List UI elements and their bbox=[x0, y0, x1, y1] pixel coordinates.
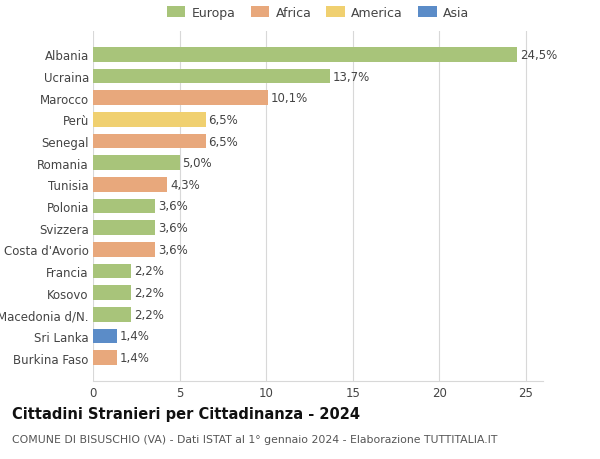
Text: 2,2%: 2,2% bbox=[134, 265, 164, 278]
Bar bbox=[93, 350, 117, 365]
Text: 3,6%: 3,6% bbox=[158, 200, 188, 213]
Text: 5,0%: 5,0% bbox=[182, 157, 212, 170]
Bar bbox=[93, 199, 155, 214]
Bar bbox=[93, 91, 268, 106]
Text: 2,2%: 2,2% bbox=[134, 286, 164, 299]
Bar bbox=[93, 178, 167, 192]
Bar bbox=[93, 329, 117, 343]
Text: COMUNE DI BISUSCHIO (VA) - Dati ISTAT al 1° gennaio 2024 - Elaborazione TUTTITAL: COMUNE DI BISUSCHIO (VA) - Dati ISTAT al… bbox=[12, 434, 497, 444]
Bar bbox=[93, 242, 155, 257]
Text: 2,2%: 2,2% bbox=[134, 308, 164, 321]
Bar bbox=[93, 113, 205, 128]
Text: 1,4%: 1,4% bbox=[120, 330, 150, 343]
Text: 1,4%: 1,4% bbox=[120, 351, 150, 364]
Bar bbox=[93, 307, 131, 322]
Text: Cittadini Stranieri per Cittadinanza - 2024: Cittadini Stranieri per Cittadinanza - 2… bbox=[12, 406, 360, 421]
Bar bbox=[93, 221, 155, 235]
Text: 4,3%: 4,3% bbox=[170, 179, 200, 191]
Bar bbox=[93, 48, 517, 63]
Text: 3,6%: 3,6% bbox=[158, 243, 188, 256]
Text: 3,6%: 3,6% bbox=[158, 222, 188, 235]
Text: 6,5%: 6,5% bbox=[208, 135, 238, 148]
Text: 10,1%: 10,1% bbox=[271, 92, 308, 105]
Text: 6,5%: 6,5% bbox=[208, 114, 238, 127]
Text: 13,7%: 13,7% bbox=[333, 70, 370, 84]
Text: 24,5%: 24,5% bbox=[520, 49, 557, 62]
Bar bbox=[93, 156, 179, 171]
Bar bbox=[93, 264, 131, 279]
Bar bbox=[93, 70, 330, 84]
Bar bbox=[93, 134, 205, 149]
Legend: Europa, Africa, America, Asia: Europa, Africa, America, Asia bbox=[164, 5, 472, 22]
Bar bbox=[93, 285, 131, 300]
